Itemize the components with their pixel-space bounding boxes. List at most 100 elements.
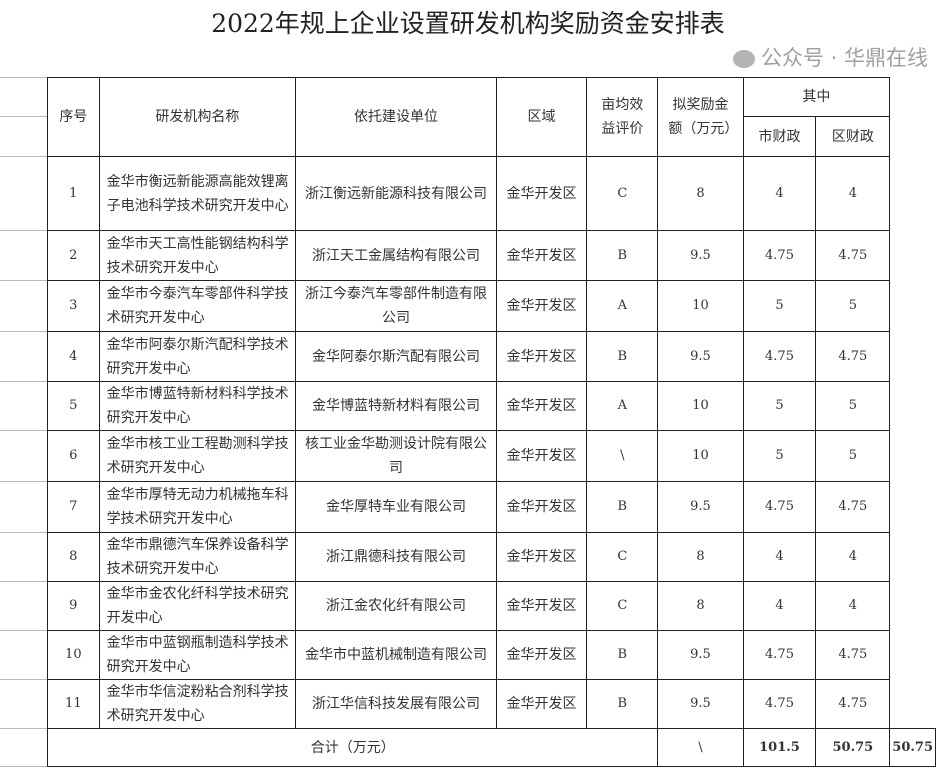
cell-name: 金华市中蓝钢瓶制造科学技术研究开发中心 [98,630,297,680]
cell-amount: 9.5 [657,630,744,680]
cell-name: 金华市厚特无动力机械拖车科学技术研究开发中心 [98,481,297,533]
cell-amount: 9.5 [657,331,744,382]
cell-amount: 8 [657,581,744,631]
table-row: 1 金华市衡远新能源高能效锂离子电池科学技术研究开发中心 浙江衡远新能源科技有限公司… [47,156,936,231]
cell-district: 4.75 [815,679,891,729]
table-row: 8 金华市鼎德汽车保养设备科学技术研究开发中心 浙江鼎德科技有限公司 金华开发区 C 8 4… [47,532,936,582]
cell-city: 4 [742,156,817,231]
table-row: 7 金华市厚特无动力机械拖车科学技术研究开发中心 金华厚特车业有限公司 金华开发区 B 9… [47,481,936,533]
watermark-text: 公众号 · 华鼎在线 [760,46,928,70]
cell-unit: 核工业金华勘测设计院有限公司 [295,430,497,482]
cell-area: 金华开发区 [495,532,588,582]
total-label: 合计（万元） [46,728,659,767]
total-city: 50.75 [815,728,891,767]
table-row: 11 金华市华信淀粉粘合剂科学技术研究开发中心 浙江华信科技发展有限公司 金华开发区 B… [47,679,936,729]
cell-area: 金华开发区 [495,381,588,431]
cell-unit: 浙江鼎德科技有限公司 [295,532,497,582]
cell-name: 金华市阿泰尔斯汽配科学技术研究开发中心 [98,331,297,382]
cell-seq: 11 [47,679,100,729]
cell-area: 金华开发区 [495,481,588,533]
table-row: 2 金华市天工高性能钢结构科学技术研究开发中心 浙江天工金属结构有限公司 金华开发区 B… [47,230,936,281]
cell-city: 4.75 [742,679,817,729]
cell-rating: B [586,630,659,680]
cell-city: 5 [742,430,817,482]
wechat-icon [732,50,755,68]
header-of-which: 其中 [742,77,891,117]
cell-city: 4.75 [742,481,817,533]
total-amount: 101.5 [742,728,817,767]
total-district: 50.75 [889,728,936,767]
ghost-line [0,156,47,157]
cell-amount: 10 [657,280,744,332]
header-seq: 序号 [47,77,100,157]
cell-amount: 9.5 [657,679,744,729]
cell-rating: B [586,679,659,729]
cell-seq: 6 [47,430,100,482]
ghost-line [0,679,47,680]
cell-unit: 浙江金农化纤有限公司 [295,581,497,631]
cell-amount: 8 [657,532,744,582]
cell-rating: C [586,532,659,582]
cell-name: 金华市今泰汽车零部件科学技术研究开发中心 [98,280,297,332]
ghost-line [0,630,47,631]
cell-rating: A [586,280,659,332]
table-row: 3 金华市今泰汽车零部件科学技术研究开发中心 浙江今泰汽车零部件制造有限公司 金华开发… [47,280,936,332]
table-row: 5 金华市博蓝特新材料科学技术研究开发中心 金华博蓝特新材料有限公司 金华开发区 A 10… [47,381,936,431]
ghost-line [0,532,47,533]
cell-area: 金华开发区 [495,280,588,332]
ghost-line [0,381,47,382]
cell-rating: B [586,230,659,281]
cell-seq: 8 [47,532,100,582]
ghost-line [0,581,47,582]
cell-rating: C [586,156,659,231]
cell-rating: B [586,481,659,533]
cell-amount: 10 [657,381,744,431]
cell-district: 4.75 [815,481,891,533]
header-rating: 亩均效益评价 [586,77,659,157]
header-district: 区财政 [815,116,891,157]
cell-seq: 7 [47,481,100,533]
cell-district: 4.75 [815,230,891,281]
cell-city: 4.75 [742,230,817,281]
cell-city: 4 [742,581,817,631]
cell-seq: 4 [47,331,100,382]
cell-unit: 浙江衡远新能源科技有限公司 [295,156,497,231]
ghost-line [0,331,47,332]
cell-unit: 金华博蓝特新材料有限公司 [295,381,497,431]
cell-rating: \ [586,430,659,482]
cell-district: 4 [815,581,891,631]
ghost-line [0,728,47,729]
header-city: 市财政 [742,116,817,157]
cell-name: 金华市金农化纤科学技术研究开发中心 [98,581,297,631]
cell-city: 4.75 [742,630,817,680]
cell-unit: 金华厚特车业有限公司 [295,481,497,533]
header-amount: 拟奖励金额（万元） [657,77,744,157]
cell-area: 金华开发区 [495,630,588,680]
cell-name: 金华市博蓝特新材料科学技术研究开发中心 [98,381,297,431]
cell-name: 金华市华信淀粉粘合剂科学技术研究开发中心 [98,679,297,729]
cell-area: 金华开发区 [495,331,588,382]
cell-rating: B [586,331,659,382]
cell-name: 金华市衡远新能源高能效锂离子电池科学技术研究开发中心 [98,156,297,231]
cell-seq: 3 [47,280,100,332]
ghost-line [0,481,47,482]
cell-unit: 浙江华信科技发展有限公司 [295,679,497,729]
cell-area: 金华开发区 [495,156,588,231]
table-row: 6 金华市核工业工程勘测科学技术研究开发中心 核工业金华勘测设计院有限公司 金华开发区… [47,430,936,482]
cell-unit: 浙江今泰汽车零部件制造有限公司 [295,280,497,332]
total-rating: \ [657,728,744,767]
ghost-line [0,230,47,231]
table-row: 4 金华市阿泰尔斯汽配科学技术研究开发中心 金华阿泰尔斯汽配有限公司 金华开发区 B 9.… [47,331,936,382]
cell-amount: 10 [657,430,744,482]
cell-unit: 金华阿泰尔斯汽配有限公司 [295,331,497,382]
cell-seq: 9 [47,581,100,631]
cell-seq: 2 [47,230,100,281]
ghost-line [0,766,47,767]
cell-name: 金华市鼎德汽车保养设备科学技术研究开发中心 [98,532,297,582]
header-name: 研发机构名称 [98,77,297,157]
cell-city: 4 [742,532,817,582]
cell-unit: 浙江天工金属结构有限公司 [295,230,497,281]
cell-area: 金华开发区 [495,230,588,281]
cell-city: 5 [742,381,817,431]
cell-seq: 10 [47,630,100,680]
